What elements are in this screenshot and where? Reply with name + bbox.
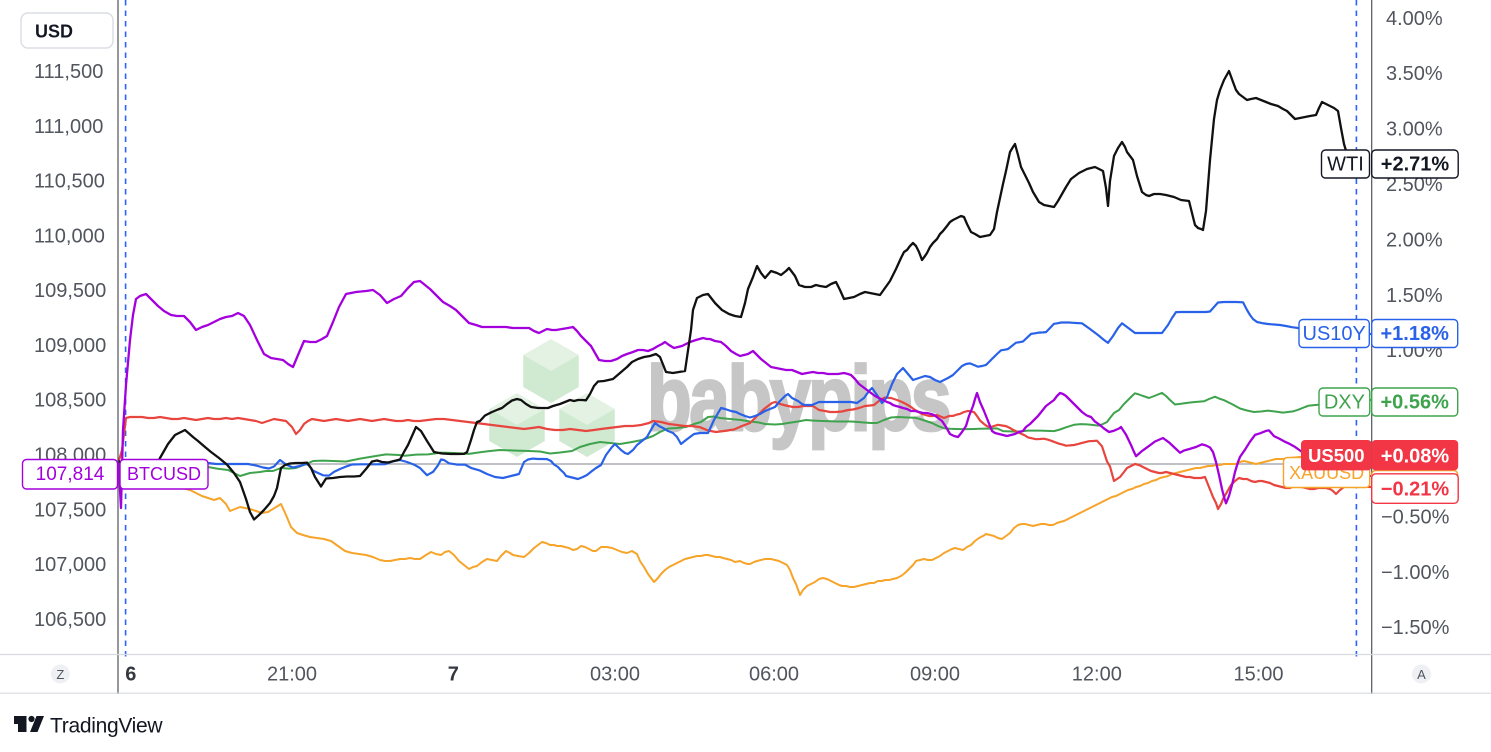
svg-text:+2.71%: +2.71% [1381,154,1450,176]
svg-text:03:00: 03:00 [590,664,640,686]
svg-text:06:00: 06:00 [749,664,799,686]
svg-text:21:00: 21:00 [267,664,317,686]
svg-text:7: 7 [448,664,459,686]
svg-text:A: A [1417,667,1426,682]
svg-text:USD: USD [35,22,73,42]
svg-text:−0.21%: −0.21% [1381,479,1450,501]
svg-text:109,000: 109,000 [34,335,106,357]
svg-text:−1.00%: −1.00% [1381,562,1450,584]
svg-text:Z: Z [56,667,64,682]
svg-text:−1.50%: −1.50% [1381,617,1450,639]
svg-text:107,814: 107,814 [36,464,105,485]
svg-text:09:00: 09:00 [910,664,960,686]
svg-text:+0.56%: +0.56% [1381,392,1450,414]
svg-text:110,000: 110,000 [34,225,105,247]
svg-text:US500: US500 [1308,445,1365,466]
svg-text:BTCUSD: BTCUSD [127,464,201,484]
svg-text:108,500: 108,500 [34,390,106,412]
svg-text:4.00%: 4.00% [1386,8,1443,30]
svg-text:3.00%: 3.00% [1386,119,1443,141]
svg-text:2.50%: 2.50% [1386,174,1443,196]
svg-text:+0.08%: +0.08% [1381,446,1450,468]
svg-text:TradingView: TradingView [50,715,163,738]
svg-text:12:00: 12:00 [1072,664,1122,686]
svg-text:107,500: 107,500 [34,499,106,521]
svg-text:DXY: DXY [1324,392,1365,414]
svg-text:3.50%: 3.50% [1386,63,1443,85]
svg-text:1.50%: 1.50% [1386,285,1443,307]
svg-text:babypips: babypips [647,348,949,450]
svg-text:−0.50%: −0.50% [1381,506,1450,528]
svg-text:US10Y: US10Y [1303,323,1366,345]
svg-text:2.00%: 2.00% [1386,229,1443,251]
svg-text:15:00: 15:00 [1233,664,1283,686]
svg-text:6: 6 [125,664,136,686]
svg-text:109,500: 109,500 [34,280,106,302]
svg-text:106,500: 106,500 [34,609,106,631]
svg-text:110,500: 110,500 [34,171,105,193]
svg-text:WTI: WTI [1327,154,1364,176]
svg-text:111,500: 111,500 [34,61,103,83]
svg-text:107,000: 107,000 [34,554,106,576]
svg-text:+1.18%: +1.18% [1381,323,1450,345]
svg-text:111,000: 111,000 [34,116,103,138]
